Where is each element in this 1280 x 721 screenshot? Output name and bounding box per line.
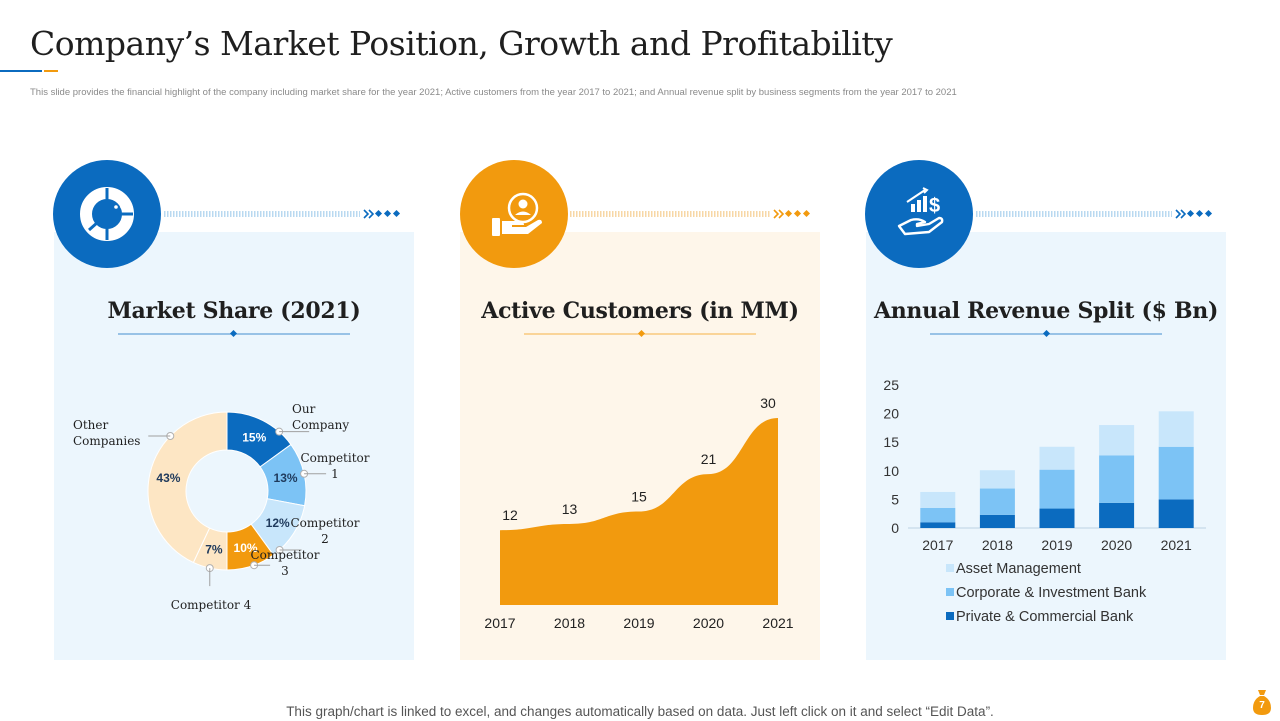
donut-category-label: Competitor 4 xyxy=(171,598,252,612)
market-share-panel: Market Share (2021) 15% 13% 12% 10% 7% 43% Our… xyxy=(54,232,414,660)
donut-value-label: 43% xyxy=(156,471,180,485)
svg-text:$: $ xyxy=(929,195,940,217)
area-x-tick-label: 2021 xyxy=(762,615,793,631)
donut-category-label: Our xyxy=(292,402,316,416)
hand-dollar-growth-icon: $ xyxy=(865,160,973,268)
donut-value-label: 13% xyxy=(274,471,298,485)
donut-category-label: 2 xyxy=(321,532,329,546)
donut-category-label: Competitor xyxy=(250,548,319,562)
bar-segment xyxy=(1099,425,1135,456)
bar-segment xyxy=(920,507,956,523)
y-tick-label: 0 xyxy=(891,520,899,536)
area-series xyxy=(500,418,778,605)
x-tick-label: 2020 xyxy=(1101,537,1132,553)
annual-revenue-divider xyxy=(930,330,1162,338)
donut-category-label: Competitor xyxy=(290,516,359,530)
area-data-label: 15 xyxy=(631,489,647,505)
donut-chart-icon xyxy=(53,160,161,268)
bar-segment xyxy=(979,488,1015,515)
legend-swatch xyxy=(946,564,954,572)
active-customers-connector xyxy=(570,209,810,219)
x-tick-label: 2021 xyxy=(1161,537,1192,553)
area-data-label: 13 xyxy=(562,501,578,517)
bar-segment xyxy=(979,514,1015,528)
market-share-divider xyxy=(118,330,350,338)
donut-category-label: 1 xyxy=(331,467,339,481)
active-customers-panel: Active Customers (in MM) 12 2017 13 2018 15 2… xyxy=(460,232,820,660)
donut-category-label: 3 xyxy=(281,564,289,578)
x-tick-label: 2019 xyxy=(1041,537,1072,553)
bar-segment xyxy=(979,470,1015,489)
donut-value-label: 15% xyxy=(242,431,266,445)
annual-revenue-connector xyxy=(976,209,1213,219)
y-tick-label: 5 xyxy=(891,491,899,507)
area-data-label: 12 xyxy=(502,507,518,523)
y-tick-label: 25 xyxy=(883,377,899,393)
title-underline-blue xyxy=(0,70,42,72)
bar-segment xyxy=(1158,411,1194,447)
hand-user-icon xyxy=(460,160,568,268)
donut-value-label: 12% xyxy=(266,516,290,530)
donut-slice xyxy=(147,411,228,564)
annual-revenue-stacked-bar-chart[interactable]: 25 20 15 10 5 0 2017 2018 2019 2020 2021 Asset Mana… xyxy=(866,232,1226,660)
area-x-tick-label: 2019 xyxy=(623,615,654,631)
bar-segment xyxy=(1099,455,1135,503)
annual-revenue-title: Annual Revenue Split ($ Bn) xyxy=(873,298,1219,324)
y-tick-label: 20 xyxy=(883,406,899,422)
bar-segment xyxy=(1039,469,1075,509)
market-share-donut-chart[interactable]: 15% 13% 12% 10% 7% 43% Our Company Competitor 1 Co… xyxy=(54,232,414,660)
active-customers-divider xyxy=(524,330,756,338)
page-number: 7 xyxy=(1259,700,1265,711)
donut-category-label: Other xyxy=(73,418,108,432)
money-bag-icon: 7 xyxy=(1252,688,1272,716)
donut-category-label: Competitor xyxy=(300,451,369,465)
legend-swatch xyxy=(946,588,954,596)
active-customers-title: Active Customers (in MM) xyxy=(481,298,799,324)
area-x-tick-label: 2017 xyxy=(484,615,515,631)
y-tick-label: 10 xyxy=(883,463,899,479)
donut-category-label: Companies xyxy=(73,434,140,448)
donut-category-label: Company xyxy=(292,418,349,432)
bar-segment xyxy=(1158,499,1194,528)
legend-label: Asset Management xyxy=(956,561,1081,577)
active-customers-area-chart[interactable]: 12 2017 13 2018 15 2019 21 2020 30 2021 xyxy=(460,232,820,660)
x-tick-label: 2018 xyxy=(982,537,1013,553)
area-x-tick-label: 2020 xyxy=(693,615,724,631)
bar-segment xyxy=(920,522,956,528)
footer-note: This graph/chart is linked to excel, and… xyxy=(286,704,994,719)
title-underline-orange xyxy=(44,70,58,72)
bar-segment xyxy=(920,491,956,508)
x-tick-label: 2017 xyxy=(922,537,953,553)
market-share-title: Market Share (2021) xyxy=(107,298,361,324)
bar-segment xyxy=(1158,446,1194,500)
area-data-label: 30 xyxy=(760,395,776,411)
legend-label: Private & Commercial Bank xyxy=(956,609,1134,625)
y-tick-label: 15 xyxy=(883,434,899,450)
bar-segment xyxy=(1039,508,1075,528)
page-subtitle: This slide provides the financial highli… xyxy=(30,87,957,98)
bar-segment xyxy=(1099,502,1135,528)
donut-value-label: 10% xyxy=(234,541,258,555)
legend-swatch xyxy=(946,612,954,620)
donut-value-label: 7% xyxy=(205,543,223,557)
page-title: Company’s Market Position, Growth and Pr… xyxy=(30,24,893,63)
annual-revenue-panel: Annual Revenue Split ($ Bn) 25 20 15 10 5 0 20… xyxy=(866,232,1226,660)
market-share-connector xyxy=(164,209,401,219)
bar-segment xyxy=(1039,446,1075,470)
area-data-label: 21 xyxy=(701,451,717,467)
area-x-tick-label: 2018 xyxy=(554,615,585,631)
legend-label: Corporate & Investment Bank xyxy=(956,585,1147,601)
